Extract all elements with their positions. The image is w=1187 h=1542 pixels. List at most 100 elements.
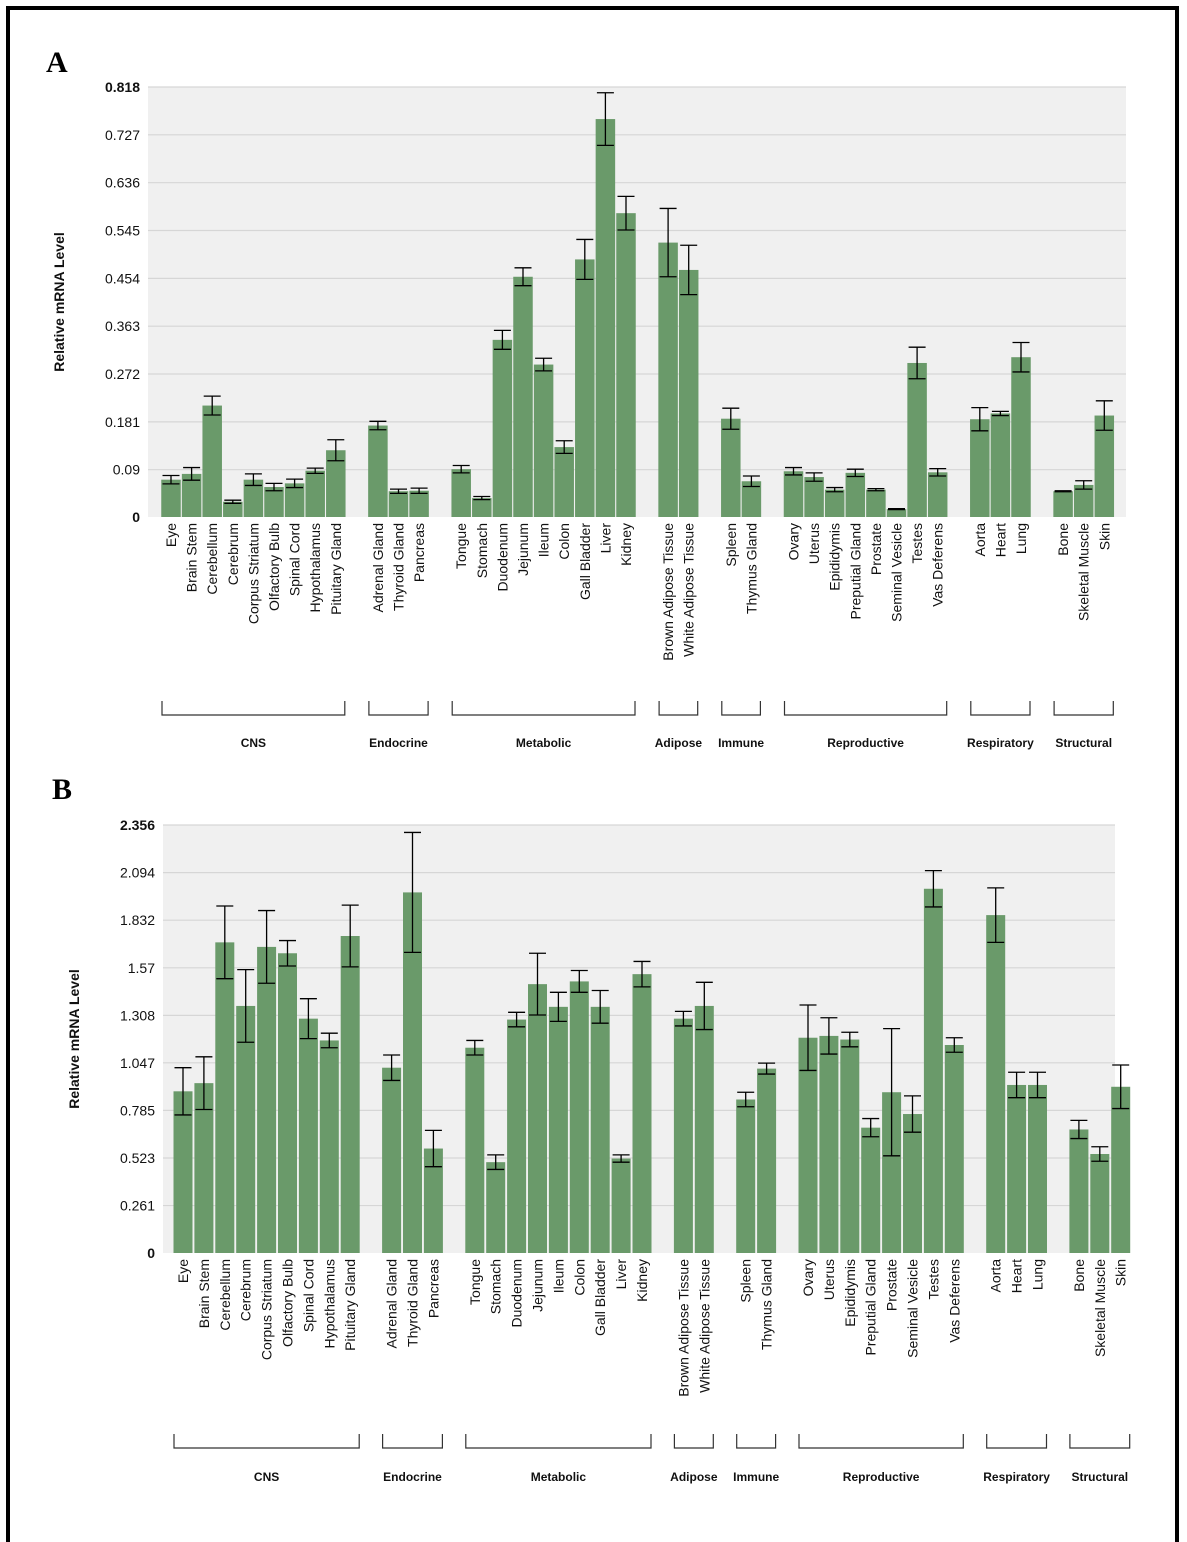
category-label: Hypothalamus bbox=[307, 523, 323, 613]
group-label: CNS bbox=[254, 1470, 279, 1484]
group-bracket bbox=[736, 1434, 777, 1449]
bar bbox=[927, 472, 948, 517]
y-tick-label: 0.636 bbox=[105, 175, 140, 191]
y-tick-label: 0.363 bbox=[105, 318, 140, 334]
bar bbox=[215, 942, 235, 1253]
category-label: Corpus Striatum bbox=[245, 523, 261, 624]
bar bbox=[1028, 1084, 1047, 1253]
category-label: Skeletal Muscle bbox=[1076, 523, 1092, 621]
category-label: Skin bbox=[1096, 523, 1112, 550]
figure-frame bbox=[6, 6, 1179, 1542]
bar bbox=[611, 1158, 631, 1253]
category-label: Aorta bbox=[972, 523, 988, 557]
group-bracket bbox=[1053, 701, 1114, 716]
category-label: Ileum bbox=[550, 1259, 566, 1293]
bar bbox=[658, 242, 678, 517]
category-label: Brown Adipose Tissue bbox=[675, 1259, 691, 1397]
bar bbox=[173, 1091, 193, 1253]
category-label: Gall Bladder bbox=[577, 523, 593, 600]
category-label: White Adipose Tissue bbox=[681, 523, 697, 657]
group-bracket bbox=[970, 701, 1031, 716]
y-tick-label: 0 bbox=[132, 509, 140, 525]
category-label: Vas Deferens bbox=[946, 1259, 962, 1343]
panel-letter-a: A bbox=[46, 46, 68, 79]
bar bbox=[388, 491, 409, 517]
panel-letter-b: B bbox=[52, 773, 72, 806]
category-label: Colon bbox=[556, 523, 572, 560]
category-label: Cerebrum bbox=[238, 1259, 254, 1321]
category-label: Seminal Vesicle bbox=[889, 523, 905, 622]
y-tick-label: 0.454 bbox=[105, 270, 140, 286]
bar bbox=[486, 1162, 506, 1253]
bar bbox=[616, 213, 636, 517]
group-bracket bbox=[798, 1434, 964, 1449]
category-label: Duodenum bbox=[509, 1259, 525, 1328]
group-bracket bbox=[173, 1434, 360, 1449]
y-tick-label: 0.785 bbox=[120, 1102, 155, 1118]
category-label: Cerebellum bbox=[204, 523, 220, 595]
bar bbox=[243, 479, 264, 517]
bar bbox=[575, 259, 595, 517]
bar bbox=[403, 892, 422, 1253]
category-label: Prostate bbox=[868, 523, 884, 575]
category-label: Thyroid Gland bbox=[405, 1259, 421, 1347]
category-label: Skeletal Muscle bbox=[1092, 1259, 1108, 1357]
bar bbox=[409, 490, 429, 517]
category-label: Ovary bbox=[800, 1259, 816, 1296]
group-label: Metabolic bbox=[531, 1470, 587, 1484]
bar bbox=[1094, 415, 1115, 517]
category-label: Heart bbox=[1009, 1259, 1025, 1293]
bar bbox=[866, 489, 886, 517]
group-bracket bbox=[673, 1434, 714, 1449]
category-label: Tongue bbox=[453, 523, 469, 569]
category-label: Heart bbox=[992, 523, 1008, 557]
bar bbox=[264, 487, 284, 517]
bar bbox=[1053, 491, 1073, 517]
panel-a: A 0 0.09 0.181 0.272 0.363 0.454 0.545 0.636 0.72… bbox=[46, 46, 1126, 750]
group-label: Metabolic bbox=[516, 736, 572, 750]
y-tick-label: 1.308 bbox=[120, 1007, 155, 1023]
group-bracket bbox=[161, 701, 346, 716]
bar bbox=[721, 418, 741, 517]
bar bbox=[861, 1127, 881, 1253]
category-label: White Adipose Tissue bbox=[696, 1259, 712, 1393]
bar bbox=[1011, 357, 1031, 517]
y-axis-title: Relative mRNA Level bbox=[51, 232, 67, 372]
category-label: Duodenum bbox=[494, 523, 510, 592]
bar bbox=[1007, 1084, 1027, 1253]
bar bbox=[970, 419, 990, 517]
y-tick-label: 1.832 bbox=[120, 912, 155, 928]
y-tick-label: 2.356 bbox=[120, 817, 155, 833]
category-label: Pancreas bbox=[411, 523, 427, 582]
category-label: Hypothalamus bbox=[321, 1259, 337, 1349]
bar bbox=[804, 477, 824, 517]
bar bbox=[548, 1006, 568, 1253]
bar bbox=[368, 425, 388, 517]
bar bbox=[736, 1099, 756, 1253]
category-label: Cerebellum bbox=[217, 1259, 233, 1331]
category-label: Lung bbox=[1013, 523, 1029, 554]
category-label: Cerebrum bbox=[225, 523, 241, 585]
bar bbox=[194, 1083, 214, 1253]
category-label: Spinal Cord bbox=[287, 523, 303, 596]
category-label: Ovary bbox=[786, 523, 802, 560]
category-label: Corpus Striatum bbox=[259, 1259, 275, 1360]
bar bbox=[1090, 1153, 1110, 1253]
category-label: Jejunum bbox=[530, 1259, 546, 1312]
bar bbox=[340, 935, 360, 1253]
bar bbox=[298, 1018, 318, 1253]
bar bbox=[741, 481, 762, 517]
group-bracket bbox=[368, 701, 429, 716]
category-label: Kidney bbox=[634, 1259, 650, 1302]
bar bbox=[819, 1035, 839, 1253]
group-label: Adipose bbox=[655, 736, 703, 750]
bar bbox=[673, 1018, 693, 1253]
bar bbox=[319, 1040, 339, 1253]
bar bbox=[986, 915, 1006, 1253]
bar bbox=[840, 1039, 860, 1253]
category-label: Tongue bbox=[467, 1259, 483, 1305]
category-label: Bone bbox=[1071, 1259, 1087, 1292]
category-label: Brain Stem bbox=[196, 1259, 212, 1328]
bar bbox=[694, 1005, 714, 1253]
category-label: Lung bbox=[1030, 1259, 1046, 1290]
